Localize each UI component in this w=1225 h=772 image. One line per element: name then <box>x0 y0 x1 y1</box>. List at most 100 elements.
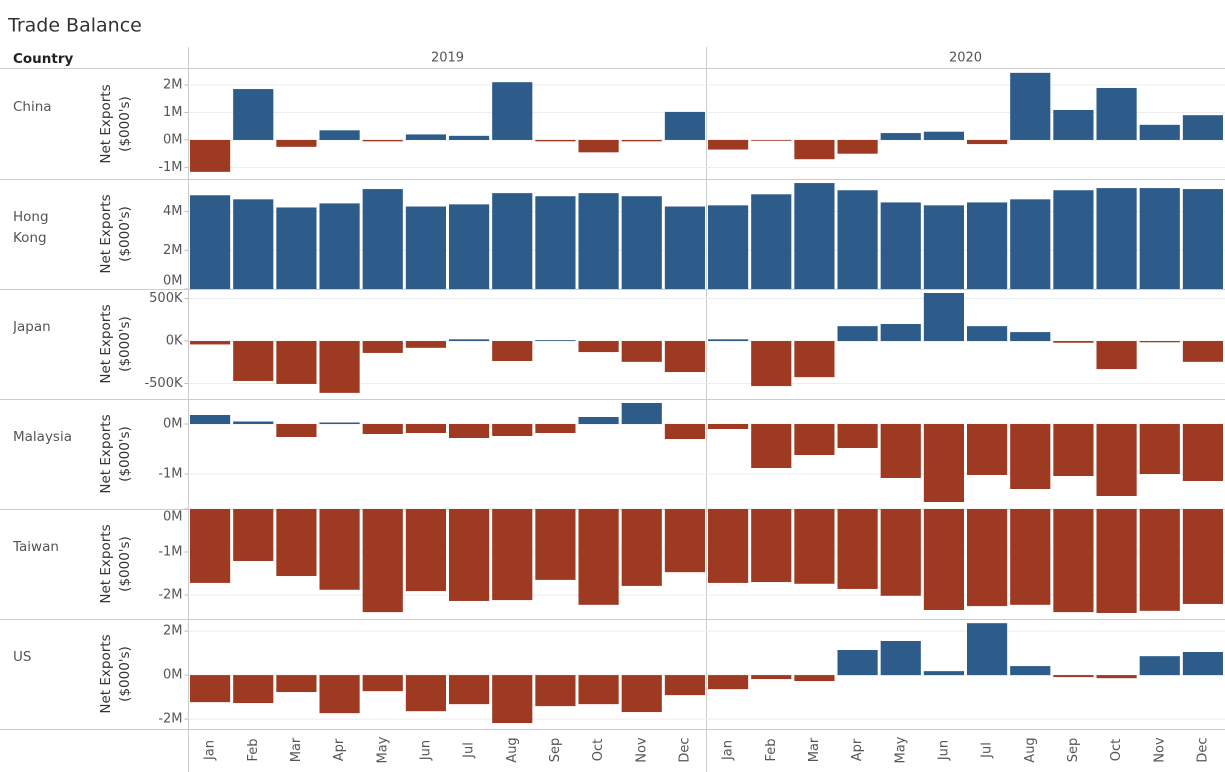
x-tick-label: Jul <box>462 742 477 759</box>
y-axis-title: ($000's) <box>117 426 133 482</box>
row-label-box: Japan <box>13 319 51 335</box>
bar <box>1139 424 1180 474</box>
bar <box>362 424 403 434</box>
y-tick-label: 2M <box>163 243 183 258</box>
bar <box>1010 199 1051 289</box>
y-tick-label: -1M <box>158 544 182 559</box>
bar <box>794 341 835 378</box>
row-label-box: Malaysia <box>13 429 72 445</box>
bar <box>1010 424 1051 489</box>
bar <box>190 675 231 703</box>
bar <box>794 424 835 455</box>
bar <box>837 509 878 589</box>
bar <box>535 675 576 707</box>
bar <box>751 424 792 468</box>
y-tick-label: -1M <box>158 467 182 482</box>
bar <box>578 139 619 153</box>
y-tick-label: 0M <box>163 132 183 147</box>
bar <box>578 675 619 705</box>
bar <box>664 206 705 289</box>
x-tick-label: Mar <box>807 737 822 762</box>
bar <box>1096 341 1137 370</box>
y-tick-label: -1M <box>158 160 182 175</box>
row-label: Japan <box>13 319 51 335</box>
bar <box>1182 652 1223 676</box>
column-header: 2019 <box>431 51 464 66</box>
bar <box>535 139 576 142</box>
bar <box>621 403 662 424</box>
bar <box>794 139 835 160</box>
bar <box>837 190 878 289</box>
x-tick-label: Aug <box>1023 737 1038 762</box>
row-label-box: US <box>13 649 31 665</box>
bar <box>664 111 705 140</box>
bar <box>967 623 1008 676</box>
y-tick-label: -500K <box>144 376 183 391</box>
row-label-box: Hong Kong <box>13 209 49 246</box>
bar <box>276 139 317 147</box>
x-tick-label: Sep <box>548 738 563 763</box>
bar <box>405 424 446 433</box>
x-tick-label: Mar <box>289 737 304 762</box>
x-tick-label: Jan <box>721 740 736 761</box>
bar <box>535 196 576 289</box>
y-axis-title: ($000's) <box>117 536 133 592</box>
bar <box>319 203 360 289</box>
bar <box>1182 341 1223 362</box>
bar <box>621 341 662 362</box>
bar <box>923 671 964 676</box>
bar <box>319 422 360 424</box>
bar <box>880 133 921 140</box>
bar <box>880 641 921 676</box>
bar <box>276 207 317 289</box>
bar <box>190 195 231 289</box>
row-label-box: China <box>13 99 52 115</box>
bar <box>923 424 964 502</box>
y-axis-title: Net Exports <box>98 524 114 603</box>
bar <box>1139 656 1180 676</box>
y-axis-title: Net Exports <box>98 634 114 713</box>
x-tick-label: May <box>375 736 390 763</box>
bar <box>362 509 403 613</box>
bar <box>708 339 749 342</box>
bar <box>923 509 964 610</box>
bar <box>967 424 1008 475</box>
bar <box>967 326 1008 342</box>
bar <box>967 202 1008 289</box>
y-axis-title: Net Exports <box>98 414 114 493</box>
row-label: Hong Kong <box>13 209 49 246</box>
y-tick-label: 0M <box>163 510 183 525</box>
bar <box>1053 509 1094 613</box>
x-tick-label: Jun <box>418 740 433 761</box>
bar <box>405 341 446 348</box>
bar <box>449 509 490 601</box>
bar <box>1182 424 1223 481</box>
bar <box>1053 341 1094 343</box>
bar <box>449 204 490 289</box>
bar <box>967 139 1008 145</box>
y-axis-title: ($000's) <box>117 96 133 152</box>
y-tick-label: 0M <box>163 668 183 683</box>
bar <box>1096 675 1137 679</box>
bar <box>708 675 749 690</box>
bar <box>794 509 835 584</box>
x-tick-label: Dec <box>677 737 692 762</box>
bar <box>1010 509 1051 605</box>
y-tick-label: 1M <box>163 105 183 120</box>
y-tick-label: 2M <box>163 77 183 92</box>
bar <box>1182 115 1223 140</box>
bar <box>535 509 576 580</box>
bar <box>449 135 490 140</box>
bar <box>319 675 360 714</box>
y-tick-label: 0M <box>163 417 183 432</box>
x-tick-label: Apr <box>850 738 865 761</box>
bar <box>1053 675 1094 678</box>
y-tick-label: -2M <box>158 587 182 602</box>
bar <box>751 139 792 141</box>
bar <box>492 82 533 140</box>
bar <box>621 509 662 586</box>
bar <box>1096 509 1137 613</box>
bar <box>233 509 274 561</box>
bar <box>319 130 360 140</box>
